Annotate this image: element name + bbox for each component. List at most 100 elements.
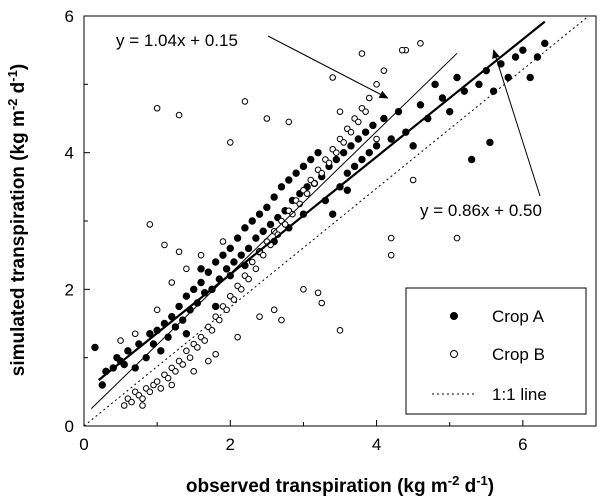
crop-b-point <box>139 402 146 409</box>
y-tick-label: 2 <box>65 280 74 299</box>
crop-b-point <box>270 306 278 314</box>
crop-a-point <box>244 244 253 253</box>
crop-a-point <box>387 135 395 143</box>
crop-a-point <box>91 343 99 352</box>
crop-b-point <box>325 159 333 167</box>
crop-b-point <box>365 94 373 102</box>
regression-equation-label: y = 1.04x + 0.15 <box>116 31 238 50</box>
crop-b-point <box>248 258 256 266</box>
crop-b-point <box>230 296 238 303</box>
crop-a-point <box>226 244 234 253</box>
crop-b-point <box>453 234 461 242</box>
crop-a-point <box>453 73 461 82</box>
crop-b-point <box>387 251 395 259</box>
crop-a-point <box>339 148 348 157</box>
crop-a-point <box>241 224 249 232</box>
crop-a-point <box>526 73 534 82</box>
crop-b-point <box>245 275 252 283</box>
crop-a-point <box>120 360 128 369</box>
crop-b-point <box>161 241 168 249</box>
axis-title-segment: observed transpiration (kg m <box>186 476 448 497</box>
axis-ticks: 0 2 4 6 0 2 4 6 <box>65 7 528 454</box>
x-tick-label: 4 <box>372 435 381 454</box>
crop-a-point <box>168 312 176 321</box>
crop-b-point <box>146 221 154 228</box>
crop-b-point <box>314 289 322 297</box>
axis-title-exponent: -2 <box>448 473 460 488</box>
crop-a-point <box>358 155 366 164</box>
crop-a-point <box>182 292 191 300</box>
crop-a-point <box>475 80 483 89</box>
crop-b-point <box>340 139 347 146</box>
crop-b-point <box>398 46 406 54</box>
crop-a-point <box>182 330 191 338</box>
y-tick-label: 0 <box>65 417 74 436</box>
crop-a-point <box>292 169 300 177</box>
legend-crop-a-symbol <box>450 312 458 320</box>
crop-b-point <box>329 74 336 81</box>
crop-a-point <box>255 210 264 218</box>
crop-a-point <box>197 278 205 287</box>
crop-a-point <box>211 302 220 311</box>
regression-line <box>90 52 458 410</box>
crop-a-point <box>369 121 377 130</box>
crop-a-point <box>230 258 238 266</box>
crop-b-point <box>117 337 124 344</box>
crop-a-point <box>350 162 359 171</box>
axis-title-segment: d <box>459 476 476 497</box>
y-tick-label: 4 <box>65 144 74 163</box>
crop-b-point <box>139 395 146 402</box>
crop-b-point <box>234 333 241 341</box>
legend-crop-b-symbol <box>450 350 458 358</box>
crop-a-point <box>511 53 520 61</box>
regression-equation-label: y = 0.86x + 0.50 <box>420 201 542 220</box>
crop-a-point <box>222 265 231 273</box>
x-tick-label: 2 <box>226 435 235 454</box>
crop-a-point <box>124 347 132 355</box>
crop-a-point <box>131 364 139 372</box>
crop-b-point <box>285 118 293 126</box>
crop-a-point <box>237 251 245 259</box>
axis-title-segment: d <box>8 82 29 99</box>
axis-title-segment: ) <box>8 64 29 70</box>
crop-a-point <box>365 148 373 157</box>
crop-b-point <box>417 40 424 47</box>
crop-a-point <box>328 210 337 218</box>
axis-title-segment: ) <box>488 476 494 497</box>
crop-a-point <box>204 268 213 276</box>
crop-a-point <box>394 107 403 116</box>
crop-b-point <box>278 316 285 324</box>
crop-b-point <box>175 248 183 256</box>
crop-b-point <box>190 368 198 375</box>
crop-b-point <box>120 402 128 409</box>
crop-b-point <box>168 279 176 286</box>
crop-b-point <box>373 81 380 88</box>
crop-b-point <box>186 354 194 361</box>
legend-label: Crop A <box>492 307 545 326</box>
y-tick-label: 6 <box>65 7 74 26</box>
crop-b-point <box>201 337 208 344</box>
crop-b-point <box>256 313 263 320</box>
axis-title-segment: simulated transpiration (kg m <box>8 110 29 376</box>
crop-b-point <box>208 327 216 334</box>
crop-b-point <box>183 265 190 273</box>
crop-a-point <box>332 155 341 164</box>
crop-a-point <box>259 227 267 235</box>
legend-label: Crop B <box>492 345 545 364</box>
crop-a-point <box>146 330 154 338</box>
crop-a-point <box>486 138 494 147</box>
crop-a-point <box>98 381 106 389</box>
crop-a-point <box>142 353 150 362</box>
crop-b-point <box>205 357 212 365</box>
crop-b-point <box>358 50 366 57</box>
crop-b-point <box>333 149 340 156</box>
crop-a-point <box>266 220 275 229</box>
legend: Crop A Crop B 1:1 line <box>405 287 587 415</box>
crop-b-point <box>354 118 362 126</box>
crop-b-point <box>373 135 380 143</box>
crop-b-point <box>347 128 355 136</box>
crop-b-point <box>153 306 161 314</box>
crop-a-point <box>252 234 260 242</box>
crop-b-point <box>281 221 289 228</box>
